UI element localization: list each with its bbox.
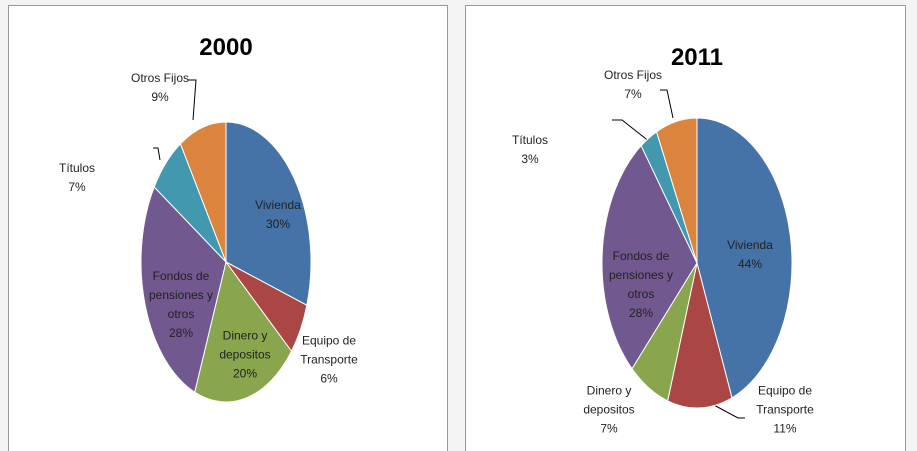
slice-label: Títulos 3% [488,131,572,169]
value-label: 3% [521,152,539,166]
value-label: 20% [232,366,258,381]
category-label: Fondos de pensiones y otros [608,249,674,301]
value-label: 7% [624,87,642,101]
slice-label: Vivienda 44% [708,236,792,274]
category-label: Títulos [511,133,548,147]
category-label: Fondos de pensiones y otros [148,269,214,321]
leader-line [660,89,674,119]
slice-label: Dinero y depositos 7% [567,382,651,439]
pie-slice [655,117,698,264]
pie-slice [667,262,733,409]
leader-line [153,147,161,161]
pie-slice [696,117,793,399]
value-label: 7% [600,421,618,436]
pie-slice [179,121,227,263]
value-label: 6% [320,371,338,386]
slice-label: Fondos de pensiones y otros 28% [139,267,223,343]
pie-slice [140,186,227,393]
slice-label: Dinero y depositos 20% [203,327,287,384]
leader-line [612,119,651,143]
value-label: 44% [737,257,763,271]
value-label: 28% [628,306,654,320]
category-label: Títulos [58,161,95,175]
value-label: 11% [773,421,797,436]
leader-line [188,79,197,121]
value-label: 7% [68,180,86,194]
leader-lines [153,79,745,419]
slice-label: Vivienda 30% [236,196,320,234]
chart-title: 2011 [670,44,724,71]
category-label: Otros Fijos [603,68,662,82]
slice-label: Otros Fijos 9% [118,69,202,107]
category-label: Otros Fijos [130,71,189,85]
slice-label: Otros Fijos 7% [591,66,675,104]
category-label: Equipo de Transporte [756,383,814,417]
chart-title: 2000 [199,34,253,61]
value-label: 28% [168,326,194,340]
value-label: 9% [151,90,169,104]
slice-label: Equipo de Transporte 6% [287,332,371,389]
slice-label: Títulos 7% [35,159,119,197]
slice-label: Fondos de pensiones y otros 28% [599,247,683,323]
pie-slice [194,260,293,403]
category-label: Equipo de Transporte [300,333,358,367]
pie-slice [601,144,698,370]
pie-slice [225,121,312,307]
leader-line [711,403,745,419]
slice-label: Equipo de Transporte 11% [743,382,827,439]
category-label: Dinero y depositos [583,383,635,417]
value-label: 30% [265,217,291,231]
category-label: Vivienda [727,238,773,252]
category-label: Vivienda [255,198,301,212]
category-label: Dinero y depositos [219,328,271,362]
